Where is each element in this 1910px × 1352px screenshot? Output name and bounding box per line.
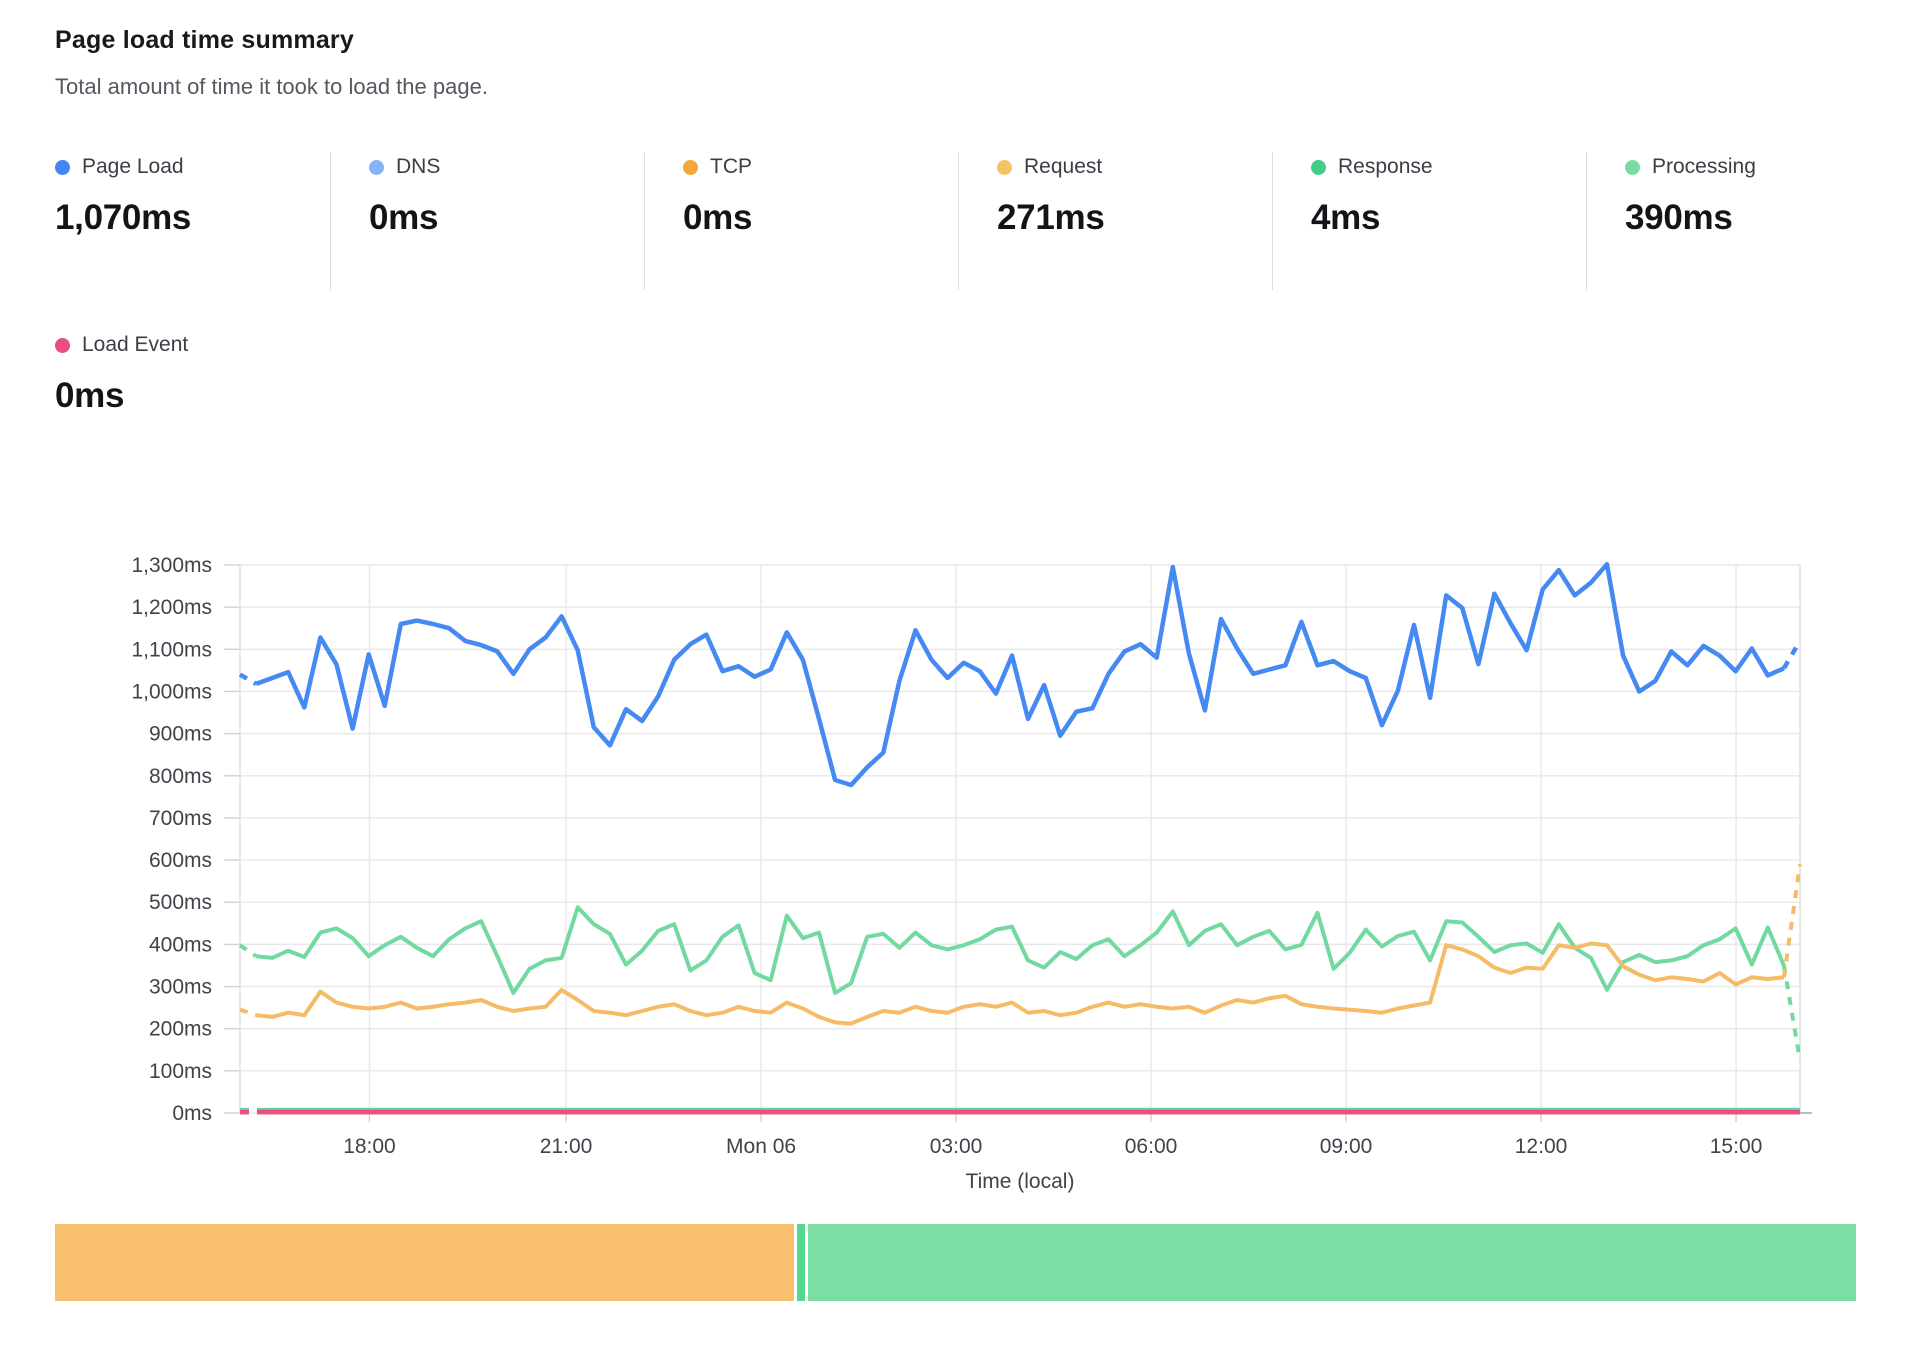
response-legend-dot-icon [1311,159,1326,175]
timeline-state-bar[interactable] [55,1224,1856,1301]
chart-grid [224,564,1812,1122]
y-axis-tick-label: 500ms [149,891,212,914]
metric-value: 1,070ms [55,198,192,237]
metric-divider [958,152,959,290]
metric-value: 4ms [1311,198,1381,237]
page-load-legend-dot-icon [55,159,70,175]
request-legend-dot-icon [997,159,1012,175]
metric-value: 390ms [1625,198,1733,237]
y-axis-tick-label: 200ms [149,1018,212,1041]
x-axis-tick-label: 12:00 [1515,1135,1568,1158]
x-axis-tick-label: Mon 06 [726,1135,796,1158]
y-axis-tick-label: 1,300ms [131,554,212,577]
series-processing [238,905,1802,1061]
y-axis-tick-label: 1,100ms [131,638,212,661]
line-chart-svg[interactable]: 1,300ms 1,200ms 1,100ms 1,000ms 900ms 800ms 70… [0,430,1910,1210]
metric-load-event[interactable]: Load Event 0ms [55,330,305,416]
y-axis-tick-label: 1,000ms [131,680,212,703]
metric-tcp[interactable]: TCP 0ms [683,152,933,238]
metric-value: 271ms [997,198,1105,237]
x-axis-tick-label: 15:00 [1710,1135,1763,1158]
metric-divider [1272,152,1273,290]
x-axis-tick-label: 18:00 [343,1135,396,1158]
x-axis-tick-label: 21:00 [540,1135,593,1158]
series-request [239,864,1802,1026]
metric-page-load[interactable]: Page Load 1,070ms [55,152,305,238]
metric-divider [1586,152,1587,290]
y-axis-tick-label: 800ms [149,765,212,788]
processing-legend-dot-icon [1625,159,1640,175]
y-axis-tick-label: 900ms [149,723,212,746]
y-axis-tick-label: 600ms [149,849,212,872]
metric-divider [330,152,331,290]
tcp-legend-dot-icon [683,159,698,175]
metric-value: 0ms [369,198,439,237]
y-axis-tick-label: 1,200ms [131,596,212,619]
x-axis-tick-label: 06:00 [1125,1135,1178,1158]
metric-label: Request [1024,155,1103,178]
metric-processing[interactable]: Processing 390ms [1625,152,1875,238]
y-axis-tick-label: 100ms [149,1060,212,1083]
metric-label: DNS [396,155,441,178]
metric-value: 0ms [683,198,753,237]
load-event-legend-dot-icon [55,337,70,353]
metric-label: Processing [1652,155,1756,178]
page-title: Page load time summary [55,26,354,54]
page-subtitle: Total amount of time it took to load the… [55,74,488,99]
timeline-segment-processing-sliver[interactable] [797,1224,806,1301]
metric-label: Load Event [82,333,189,356]
metric-label: Response [1338,155,1433,178]
page-load-time-chart[interactable]: 1,300ms 1,200ms 1,100ms 1,000ms 900ms 800ms 70… [0,430,1910,1210]
x-axis-tick-label: 09:00 [1320,1135,1373,1158]
dns-legend-dot-icon [369,159,384,175]
x-axis-tick-label: 03:00 [930,1135,983,1158]
y-axis-tick-label: 0ms [172,1102,212,1125]
metric-divider [644,152,645,290]
series-page-load [238,561,1802,788]
metric-label: Page Load [82,155,184,178]
y-axis-tick-label: 700ms [149,807,212,830]
y-axis-tick-label: 400ms [149,933,212,956]
metric-value: 0ms [55,376,125,415]
y-axis-tick-label: 300ms [149,976,212,999]
metric-dns[interactable]: DNS 0ms [369,152,619,238]
timeline-segment-processing-period[interactable] [808,1224,1856,1301]
metric-response[interactable]: Response 4ms [1311,152,1561,238]
metric-request[interactable]: Request 271ms [997,152,1247,238]
chart-axis-labels: 1,300ms 1,200ms 1,100ms 1,000ms 900ms 800ms 70… [131,554,1762,1193]
metric-label: TCP [710,155,752,178]
timeline-segment-request-period[interactable] [55,1224,795,1301]
x-axis-title: Time (local) [966,1170,1075,1193]
